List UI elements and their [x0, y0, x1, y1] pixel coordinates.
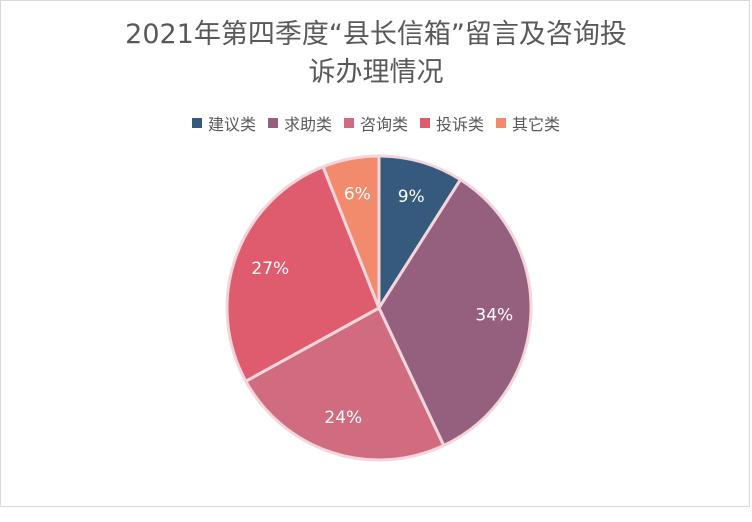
legend-item-qita: 其它类: [496, 111, 560, 135]
legend-label-zixun: 咨询类: [359, 115, 408, 134]
legend-item-jianyi: 建议类: [191, 111, 256, 135]
legend-swatch-tousu: [420, 118, 430, 128]
legend-swatch-qiuzhu: [267, 118, 278, 128]
legend-label-jianyi: 建议类: [207, 115, 256, 134]
legend-label-qiuzhu: 求助类: [283, 115, 332, 134]
data-label-jianyi: 9%: [398, 187, 425, 207]
pie-slice-zixun: [244, 306, 446, 462]
pie-slice-jianyi: [377, 154, 462, 310]
pie-slice-tousu: [225, 165, 381, 383]
data-label-tousu: 27%: [251, 259, 289, 279]
legend-swatch-jianyi: [191, 118, 202, 128]
legend-item-zixun: 咨询类: [343, 111, 408, 135]
legend-swatch-qita: [496, 118, 507, 128]
legend-item-tousu: 投诉类: [420, 111, 484, 135]
pie-slice-qita: [321, 154, 381, 310]
chart-legend: 建议类 求助类 咨询类 投诉类 其它类: [0, 111, 752, 135]
pie-slice-qiuzhu: [377, 178, 533, 448]
data-label-zixun: 24%: [324, 408, 362, 428]
legend-swatch-zixun: [343, 118, 354, 128]
chart-title-line1: 2021年第四季度“县长信箱”留言及咨询投: [125, 19, 627, 50]
data-label-qiuzhu: 34%: [475, 305, 513, 325]
legend-item-qiuzhu: 求助类: [267, 111, 332, 135]
legend-label-tousu: 投诉类: [436, 115, 485, 134]
legend-label-qita: 其它类: [512, 115, 561, 134]
chart-title-line2: 诉办理情况: [308, 57, 444, 88]
data-label-qita: 6%: [344, 185, 371, 205]
